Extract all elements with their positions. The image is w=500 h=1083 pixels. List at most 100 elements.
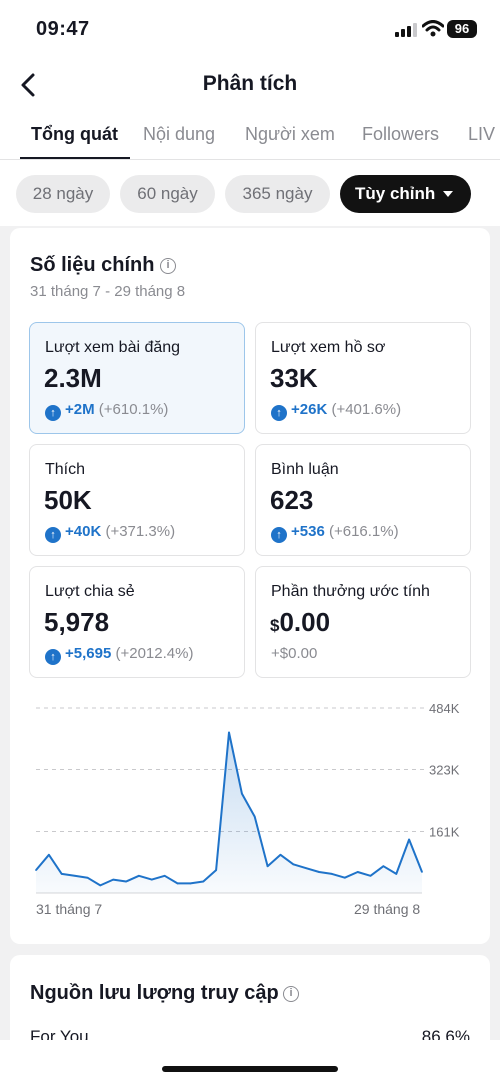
data-point <box>356 871 359 873</box>
metric-label: Lượt xem hồ sơ <box>271 339 386 356</box>
data-point <box>228 731 230 734</box>
metric-card-post-views[interactable]: Lượt xem bài đăng 2.3M ↑ +2M (+610.1%) <box>29 322 245 434</box>
home-indicator-area <box>0 1040 500 1083</box>
key-metrics-title: Số liệu chính <box>30 254 155 276</box>
traffic-sources-title: Nguồn lưu lượng truy cập <box>30 982 279 1004</box>
data-point <box>395 873 398 875</box>
info-icon[interactable]: i <box>160 258 176 274</box>
range-custom-button[interactable]: Tùy chỉnh <box>340 175 471 213</box>
data-point <box>138 874 140 877</box>
metric-delta: ↑ +2M (+610.1%) <box>45 401 168 421</box>
info-icon[interactable]: i <box>283 986 299 1002</box>
data-point <box>253 815 256 818</box>
status-bar: 09:47 96 <box>0 0 500 58</box>
metric-value: 50K <box>44 485 92 515</box>
data-point <box>73 874 76 877</box>
tab-followers[interactable]: Followers <box>362 124 440 144</box>
data-point <box>344 876 346 879</box>
data-point <box>202 880 205 883</box>
delta-percent: (+616.1%) <box>328 523 399 540</box>
tab-overview[interactable]: Tổng quát <box>31 124 118 144</box>
range-28-days-button[interactable]: 28 ngày <box>16 175 110 213</box>
data-point <box>305 867 308 869</box>
data-point <box>163 874 166 877</box>
wifi-icon <box>422 20 444 37</box>
arrow-up-icon: ↑ <box>271 527 287 543</box>
metric-value: 623 <box>270 485 314 515</box>
analytics-tabs: Tổng quát Nội dung Người xem Followers L… <box>0 120 500 160</box>
delta-percent: (+371.3%) <box>105 523 176 540</box>
delta-percent: (+401.6%) <box>331 401 402 418</box>
arrow-up-icon: ↑ <box>45 405 61 421</box>
tab-content[interactable]: Nội dung <box>143 124 216 144</box>
metric-card-shares[interactable]: Lượt chia sẻ 5,978 ↑ +5,695 (+2012.4%) <box>29 566 245 678</box>
metric-card-comments[interactable]: Bình luận 623 ↑ +536 (+616.1%) <box>255 444 471 556</box>
data-point <box>382 865 385 868</box>
metric-delta: ↑ +5,695 (+2012.4%) <box>45 645 193 665</box>
currency-symbol: $ <box>270 616 280 635</box>
data-point <box>48 853 50 856</box>
metric-value: 33K <box>270 363 318 393</box>
series-area <box>36 732 422 893</box>
battery-indicator: 96 <box>447 20 477 38</box>
arrow-up-icon: ↑ <box>45 527 61 543</box>
data-point <box>369 874 372 877</box>
page-title: Phân tích <box>202 72 298 95</box>
data-point <box>189 882 192 885</box>
range-custom-label: Tùy chỉnh <box>355 184 436 203</box>
delta-percent: (+610.1%) <box>98 401 169 418</box>
delta-absolute: +2M <box>65 401 95 418</box>
metric-label: Lượt chia sẻ <box>45 583 135 600</box>
back-arrow-icon[interactable] <box>16 72 42 98</box>
data-point <box>292 863 295 866</box>
data-point <box>318 871 320 873</box>
metric-value: $0.00 <box>270 607 330 638</box>
metric-label: Phần thưởng ước tính <box>271 583 430 600</box>
y-tick-label: 161K <box>429 824 460 839</box>
data-point <box>408 838 410 841</box>
tab-live[interactable]: LIV <box>468 124 496 144</box>
date-range-label: 31 tháng 7 - 29 tháng 8 <box>30 283 186 300</box>
metric-label: Thích <box>45 461 86 478</box>
post-views-chart: 161K 323K 484K <box>35 701 460 894</box>
metric-card-estimated-rewards[interactable]: Phần thưởng ước tính $0.00 +$0.00 <box>255 566 471 678</box>
metric-value: 5,978 <box>44 607 110 637</box>
range-60-days-button[interactable]: 60 ngày <box>120 175 215 213</box>
metric-value: 2.3M <box>44 363 102 393</box>
arrow-up-icon: ↑ <box>271 405 287 421</box>
data-point <box>241 792 243 795</box>
reward-amount: 0.00 <box>279 607 331 637</box>
data-point <box>266 865 269 868</box>
metric-delta: ↑ +40K (+371.3%) <box>45 523 175 543</box>
data-point <box>125 880 127 883</box>
arrow-up-icon: ↑ <box>45 649 61 665</box>
metric-delta: ↑ +26K (+401.6%) <box>271 401 401 421</box>
data-point <box>331 873 333 875</box>
delta-absolute: +26K <box>291 401 328 418</box>
x-axis-end-label: 29 tháng 8 <box>354 901 421 917</box>
metric-card-likes[interactable]: Thích 50K ↑ +40K (+371.3%) <box>29 444 245 556</box>
y-tick-label: 323K <box>429 763 460 778</box>
data-point <box>215 869 217 871</box>
metric-label: Lượt xem bài đăng <box>45 339 181 356</box>
range-365-days-button[interactable]: 365 ngày <box>225 175 330 213</box>
data-point <box>112 878 114 881</box>
delta-absolute: +536 <box>291 523 325 540</box>
x-axis-start-label: 31 tháng 7 <box>36 901 103 917</box>
data-point <box>35 869 37 871</box>
home-indicator[interactable] <box>162 1066 338 1072</box>
metric-label: Bình luận <box>271 461 339 478</box>
data-point <box>86 876 89 879</box>
metric-delta: ↑ +536 (+616.1%) <box>271 523 399 543</box>
delta-absolute: +40K <box>65 523 102 540</box>
cellular-signal-icon <box>395 23 417 37</box>
data-point <box>421 871 423 873</box>
tab-viewers[interactable]: Người xem <box>245 124 335 144</box>
caret-down-icon <box>443 191 453 197</box>
delta-absolute: +5,695 <box>65 645 112 662</box>
data-point <box>151 878 153 881</box>
metric-card-profile-views[interactable]: Lượt xem hồ sơ 33K ↑ +26K (+401.6%) <box>255 322 471 434</box>
metric-delta: +$0.00 <box>271 645 318 662</box>
delta-percent: (+2012.4%) <box>115 645 194 662</box>
data-point <box>279 853 282 856</box>
